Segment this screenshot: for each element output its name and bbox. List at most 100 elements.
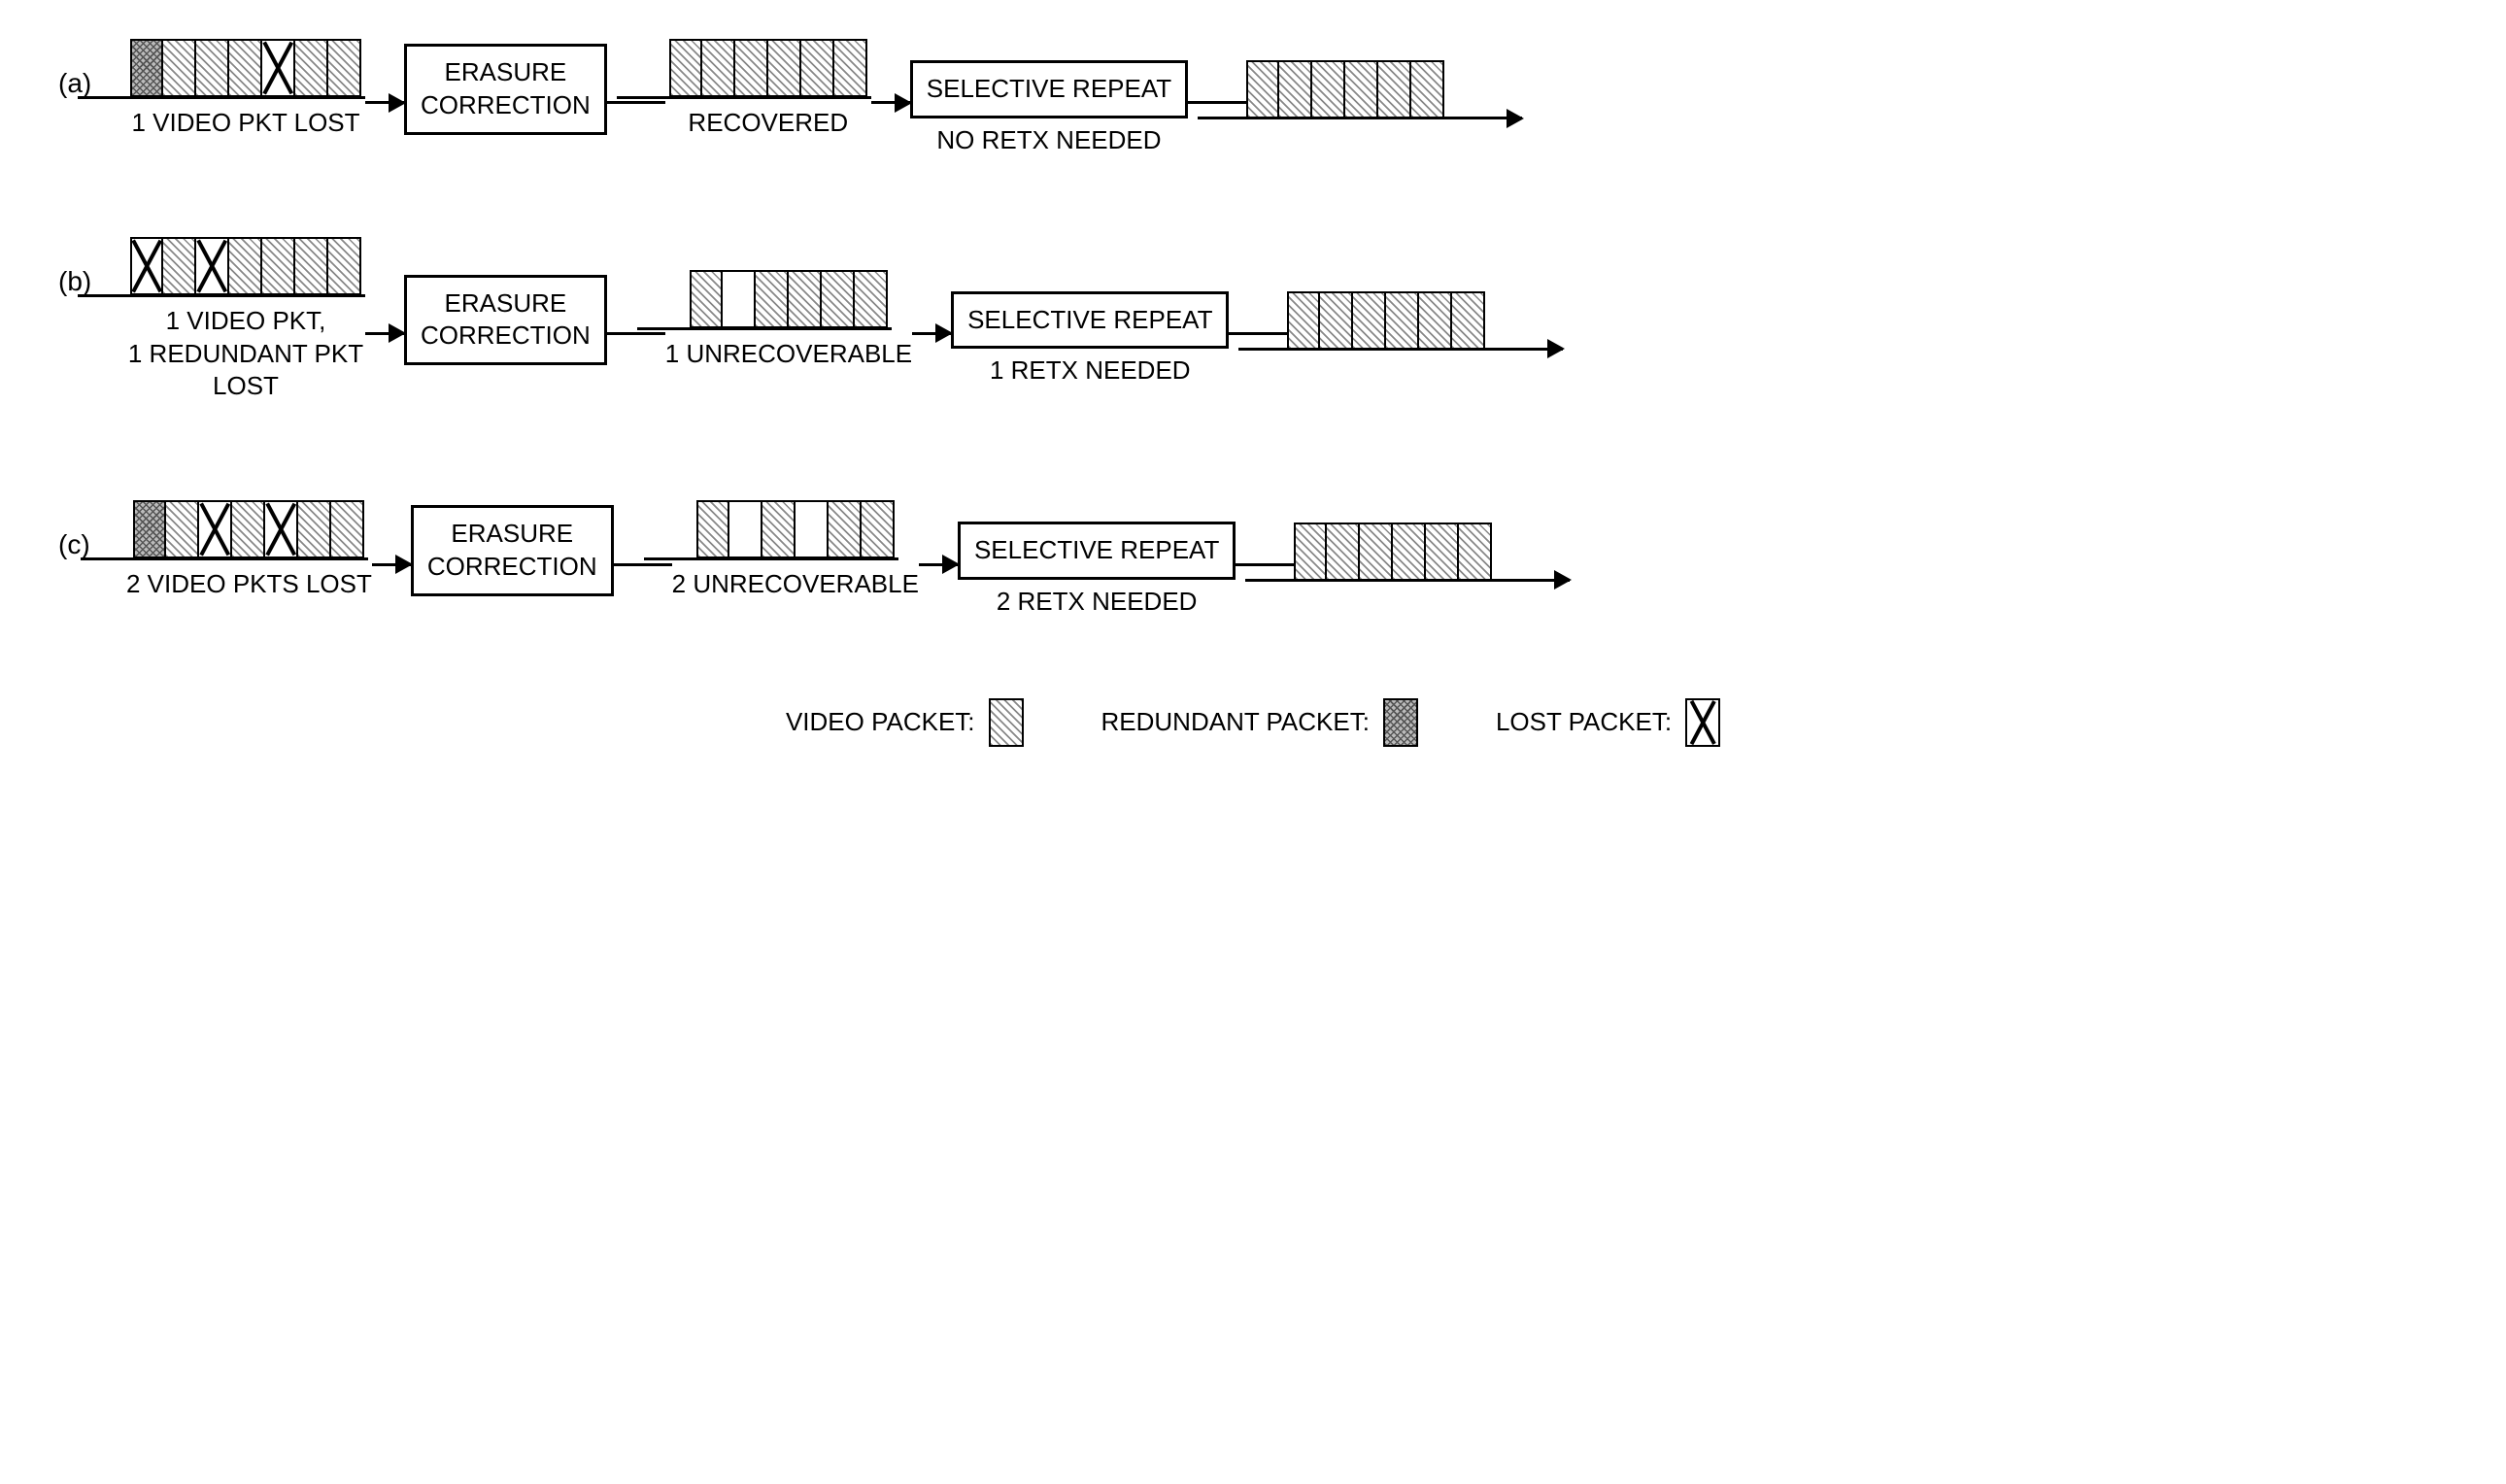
erasure-correction-box: ERASURECORRECTION	[404, 275, 607, 366]
packet-lost	[199, 500, 232, 558]
stage-after-fec: RECOVERED	[665, 39, 871, 140]
packet-video	[1378, 60, 1411, 118]
packet-video	[1426, 523, 1459, 581]
packet-recovery-diagram: (a)1 VIDEO PKT LOST ERASURECORRECTION RECO…	[58, 39, 2448, 601]
arrow-line	[1236, 563, 1294, 566]
packet-video	[229, 237, 262, 295]
packet-video	[1353, 291, 1386, 350]
caption: 2 VIDEO PKTS LOST	[126, 568, 372, 601]
arrow-head	[871, 101, 910, 104]
erasure-correction-box: ERASURECORRECTION	[404, 44, 607, 135]
row-label: (a)	[58, 39, 126, 99]
packet-video	[295, 237, 328, 295]
packet-video	[163, 39, 196, 97]
packet-video	[232, 500, 265, 558]
stage-output	[1246, 60, 1444, 118]
stage-input: 1 VIDEO PKT LOST	[126, 39, 365, 140]
process-box: ERASURECORRECTION	[404, 44, 607, 135]
legend-lost-label: LOST PACKET:	[1496, 707, 1672, 737]
row-label: (c)	[58, 500, 126, 560]
row-label: (b)	[58, 237, 126, 297]
arrow-line	[1229, 332, 1287, 335]
packet-lost	[265, 500, 298, 558]
erasure-correction-box: ERASURECORRECTION	[411, 505, 614, 596]
caption: 1 UNRECOVERABLE	[665, 338, 912, 371]
stage-input: 1 VIDEO PKT,1 REDUNDANT PKTLOST	[126, 237, 365, 403]
packet-group	[126, 237, 365, 297]
row-a: (a)1 VIDEO PKT LOST ERASURECORRECTION RECO…	[58, 39, 2448, 140]
packet-lost	[196, 237, 229, 295]
stage-after-fec: 2 UNRECOVERABLE	[672, 500, 919, 601]
packet-group	[665, 39, 871, 99]
packet-video	[1287, 291, 1320, 350]
lost-packet-icon	[1685, 698, 1720, 747]
selective-repeat-box: SELECTIVE REPEAT1 RETX NEEDED	[951, 291, 1229, 350]
packet-video	[1459, 523, 1492, 581]
packet-group	[1287, 291, 1485, 349]
packet-video	[1279, 60, 1312, 118]
packet-video	[331, 500, 364, 558]
legend-video-label: VIDEO PACKET:	[786, 707, 975, 737]
packet-video	[1312, 60, 1345, 118]
stage-after-fec: 1 UNRECOVERABLE	[665, 270, 912, 371]
legend: VIDEO PACKET: REDUNDANT PACKET: LOST PAC…	[58, 698, 2448, 746]
packet-video	[298, 500, 331, 558]
packet-video	[822, 270, 855, 328]
packet-group	[693, 500, 898, 560]
packet-video	[328, 39, 361, 97]
packet-video	[1386, 291, 1419, 350]
arrow-head	[365, 332, 404, 335]
packet-video	[1360, 523, 1393, 581]
legend-redundant-label: REDUNDANT PACKET:	[1101, 707, 1370, 737]
packet-video	[328, 237, 361, 295]
legend-redundant: REDUNDANT PACKET:	[1101, 698, 1418, 746]
arrow-head	[365, 101, 404, 104]
flow: 2 VIDEO PKTS LOST ERASURECORRECTION 2 UNRE…	[126, 500, 2448, 601]
packet-lost	[262, 39, 295, 97]
video-packet-icon	[989, 698, 1024, 747]
packet-video	[295, 39, 328, 97]
caption: RECOVERED	[688, 107, 848, 140]
packet-video	[1393, 523, 1426, 581]
arrow-line	[614, 563, 672, 566]
packet-video	[1419, 291, 1452, 350]
packet-video	[696, 500, 729, 558]
packet-video	[690, 270, 723, 328]
packet-video	[1411, 60, 1444, 118]
packet-video	[801, 39, 834, 97]
packet-empty	[723, 270, 756, 328]
packet-video	[1452, 291, 1485, 350]
arrow-line	[607, 101, 665, 104]
arrow-head	[912, 332, 951, 335]
packet-video	[1327, 523, 1360, 581]
packet-video	[768, 39, 801, 97]
process-box: SELECTIVE REPEAT	[951, 291, 1229, 350]
process-box: ERASURECORRECTION	[411, 505, 614, 596]
caption: NO RETX NEEDED	[936, 124, 1161, 157]
packet-video	[196, 39, 229, 97]
packet-video	[1345, 60, 1378, 118]
stage-output	[1294, 523, 1492, 580]
row-b: (b)1 VIDEO PKT,1 REDUNDANT PKTLOST ERASUR…	[58, 237, 2448, 403]
packet-video	[163, 237, 196, 295]
packet-group	[1246, 60, 1444, 118]
legend-video: VIDEO PACKET:	[786, 698, 1024, 746]
packet-video	[262, 237, 295, 295]
packet-empty	[729, 500, 762, 558]
caption: 1 VIDEO PKT,1 REDUNDANT PKTLOST	[128, 305, 363, 403]
packet-redundant	[133, 500, 166, 558]
arrow-head	[372, 563, 411, 566]
packet-lost	[130, 237, 163, 295]
arrow-head	[919, 563, 958, 566]
arrow-line	[1188, 101, 1246, 104]
process-box: ERASURECORRECTION	[404, 275, 607, 366]
packet-video	[1320, 291, 1353, 350]
flow: 1 VIDEO PKT LOST ERASURECORRECTION RECOVER…	[126, 39, 2448, 140]
packet-video	[702, 39, 735, 97]
packet-video	[862, 500, 895, 558]
arrow-line	[607, 332, 665, 335]
caption: 2 UNRECOVERABLE	[672, 568, 919, 601]
packet-video	[1294, 523, 1327, 581]
caption: 1 VIDEO PKT LOST	[131, 107, 359, 140]
selective-repeat-box: SELECTIVE REPEATNO RETX NEEDED	[910, 60, 1188, 118]
